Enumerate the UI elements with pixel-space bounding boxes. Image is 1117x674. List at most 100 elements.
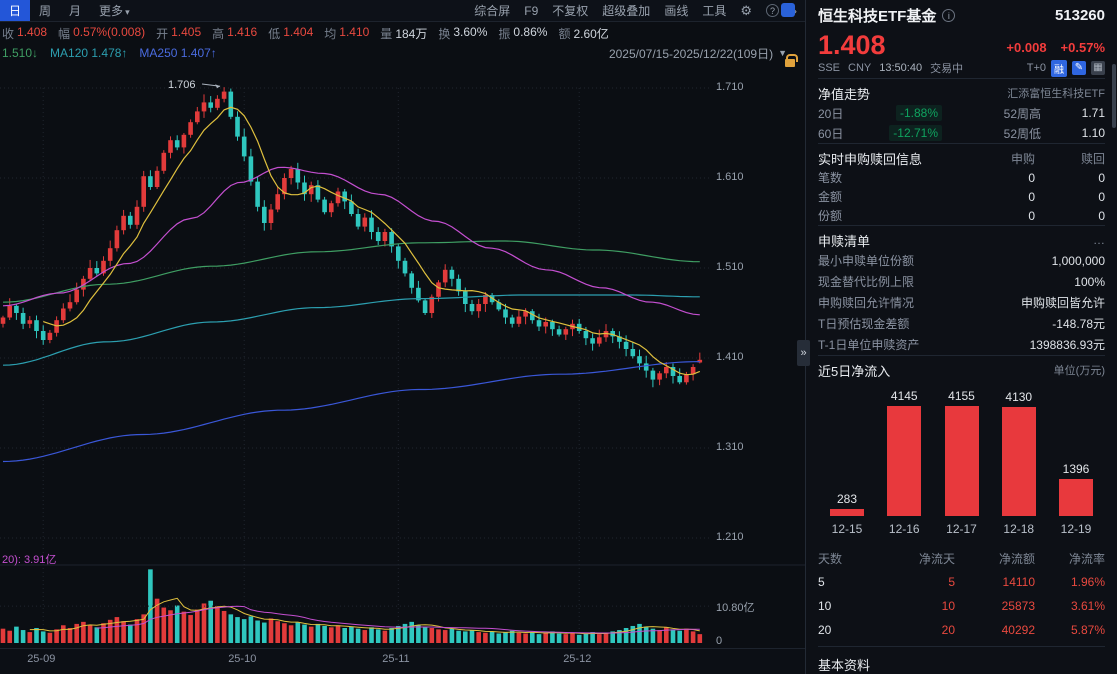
quote-label: 高 (212, 26, 225, 41)
change-percent: +0.57% (1060, 40, 1105, 55)
y-axis-label: 1.210 (716, 531, 744, 543)
net-inflow-dates: 12-15 12-16 12-17 12-18 12-19 (818, 522, 1105, 540)
inflow-bar-column: 4130 (994, 390, 1044, 516)
nav-section-title: 净值走势 (818, 86, 871, 102)
quote-item-收: 收 1.408 (2, 25, 47, 42)
flow-col-header: 净流天 (918, 551, 955, 566)
date-range-selector[interactable]: 2025/07/15-2025/12/22(109日) ▼ (609, 45, 805, 62)
realtime-row-label: 笔数 (818, 171, 843, 185)
inflow-bar (1059, 479, 1093, 516)
widget-icon[interactable] (781, 3, 795, 17)
tab-周[interactable]: 周 (39, 4, 52, 18)
realtime-rows: 笔数 0 0 金额 0 0 份额 0 0 (818, 168, 1105, 225)
x-axis-label: 25-10 (228, 653, 257, 665)
info-icon[interactable]: i (942, 8, 956, 22)
list-row-value: 申购赎回皆允许 (1020, 296, 1105, 310)
flow-value: 10 (941, 599, 955, 613)
y-axis-label: 1.610 (716, 171, 744, 183)
quote-value: 1.410 (339, 24, 370, 39)
candlestick-chart-canvas[interactable] (0, 62, 805, 648)
toolbar-item-不复权[interactable]: 不复权 (552, 4, 589, 18)
toolbar-item-综合屏[interactable]: 综合屏 (474, 4, 511, 18)
nav-52w-value: 1.71 (1081, 106, 1105, 120)
inflow-bar (830, 509, 864, 516)
nav-period-label: 60日 (818, 126, 844, 141)
basic-info-section: 基本资料 (818, 646, 1105, 674)
toolbar-item-F9[interactable]: F9 (524, 3, 539, 18)
quote-value: 0.57%(0.008) (73, 24, 146, 39)
list-row-label: 现金替代比例上限 (818, 275, 915, 289)
quote-label: 均 (324, 26, 337, 41)
list-section-title: 申赎清单 (818, 233, 871, 249)
grid-icon[interactable]: ▦ (1091, 61, 1105, 75)
quote-value: 1.404 (283, 24, 314, 39)
panel-header: 恒生科技ETF基金 i 513260 (818, 0, 1105, 30)
realtime-row-label: 金额 (818, 190, 843, 204)
price-change: +0.008 +0.57% (1006, 40, 1105, 58)
flow-table-row: 20 20 40292 5.87% (818, 618, 1105, 642)
quote-item-换: 换 3.60% (438, 25, 487, 42)
flow-value: 1.96% (1070, 575, 1105, 589)
fund-name: 恒生科技ETF基金 (818, 7, 937, 25)
flow-value: 5.87% (1070, 623, 1105, 637)
quote-item-额: 额 2.60亿 (558, 25, 608, 42)
list-row-label: T-1日单位申赎资产 (818, 338, 920, 352)
volume-indicator-label: 20): 3.91亿 (2, 554, 57, 566)
quote-stats-bar: 收 1.408 幅 0.57%(0.008) 开 1.405 高 1.416 低 1.404 均 1.… (0, 22, 805, 44)
toolbar-item-工具[interactable]: 工具 (702, 4, 727, 18)
edit-icon[interactable]: ✎ (1072, 61, 1086, 75)
quote-value: 1.405 (171, 24, 202, 39)
date-range-label: 2025/07/15-2025/12/22(109日) (608, 46, 774, 61)
nav-return-value: -1.88% (866, 105, 942, 121)
ma-legend-bar: 1.510↓ MA120 1.478↑ MA250 1.407↑ 2025/07/1… (0, 44, 805, 62)
list-row: T-1日单位申赎资产 1398836.93元 (818, 334, 1105, 355)
ma-legend-ma60: 1.510↓ (2, 46, 39, 60)
chevron-right-icon[interactable]: › (793, 3, 797, 18)
tab-日[interactable]: 日 (0, 0, 31, 21)
tab-更多[interactable]: 更多 ▾ (99, 4, 130, 18)
quote-item-开: 开 1.405 (156, 25, 201, 42)
inflow-bar-value: 4130 (1005, 390, 1033, 404)
help-icon[interactable]: ? (766, 4, 779, 17)
ma-values: 1.510↓ MA120 1.478↑ MA250 1.407↑ (2, 46, 217, 60)
collapse-panel-button[interactable]: » (797, 340, 810, 366)
panel-scrollbar[interactable] (1112, 64, 1116, 128)
x-axis-label: 25-09 (27, 653, 56, 665)
inflow-bar (944, 406, 979, 516)
quote-label: 额 (558, 26, 571, 41)
realtime-row-label: 份额 (818, 209, 843, 223)
tab-月[interactable]: 月 (69, 4, 82, 18)
realtime-section-title: 实时申购赎回信息 (818, 151, 923, 167)
change-value: +0.008 (1006, 40, 1047, 55)
quote-value: 1.408 (17, 24, 48, 39)
price-row: 1.408 +0.008 +0.57% (818, 30, 1105, 59)
market-meta-row: SSE CNY 13:50:40 交易中 T+0 融 ✎ ▦ (818, 58, 1105, 78)
toolbar-item-画线[interactable]: 画线 (664, 4, 689, 18)
realtime-section: 实时申购赎回信息 申购 赎回 笔数 0 0 金额 0 0 份额 0 0 (818, 143, 1105, 225)
inflow-bar-date: 12-17 (946, 522, 977, 536)
peak-price-annotation: 1.706 (168, 79, 196, 91)
chevron-down-icon: ▾ (125, 7, 130, 17)
quote-item-振: 振 0.86% (498, 25, 547, 42)
chevron-down-icon: ▼ (778, 48, 787, 58)
list-row: 最小申赎单位份额 1,000,000 (818, 250, 1105, 271)
inflow-bar-date: 12-19 (1060, 522, 1092, 536)
inflow-bar (1001, 407, 1036, 516)
quote-label: 量 (380, 26, 393, 41)
inflow-bar-value: 4145 (890, 389, 918, 403)
market-status: 交易中 (930, 63, 964, 75)
toolbar-item-超级叠加[interactable]: 超级叠加 (602, 4, 651, 18)
lock-icon[interactable] (785, 54, 798, 67)
margin-badge[interactable]: 融 (1051, 59, 1067, 77)
net-inflow-bar-chart: 283 4145 4155 4130 1396 (818, 384, 1105, 516)
volume-axis-zero-label: 0 (716, 635, 723, 647)
inflow-bar-column: 4145 (879, 389, 929, 516)
inflow-bar-date: 12-15 (831, 522, 863, 536)
inflow-bar-column: 1396 (1051, 462, 1101, 516)
list-row-value: 1398836.93元 (1029, 338, 1105, 352)
fund-code: 513260 (1054, 6, 1105, 24)
more-icon[interactable]: … (1093, 233, 1105, 247)
flow-table-rows: 5 5 14110 1.96% 10 10 25873 3.61% 20 20 40292 5.87% (818, 570, 1105, 642)
gear-icon[interactable]: ⚙ (740, 2, 752, 18)
